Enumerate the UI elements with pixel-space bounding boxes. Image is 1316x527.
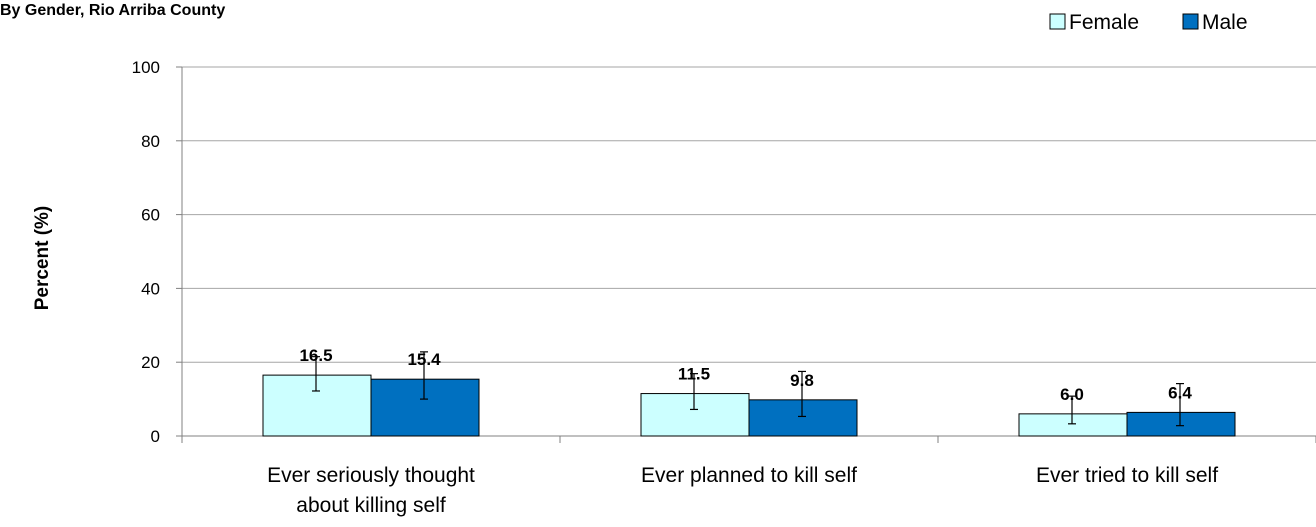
data-label: 9.8 [790,371,814,390]
y-axis-label: Percent (%) [32,206,53,311]
error-bars [312,351,1184,427]
data-label: 16.5 [299,346,332,365]
data-label: 6.4 [1168,383,1192,402]
legend-swatch [1049,13,1066,30]
y-tick-label: 40 [141,279,160,298]
x-category-label: Ever planned to kill self [641,464,857,487]
data-labels: 16.5 15.4 11.5 9.8 6.0 6.4 [299,346,1192,404]
legend-swatch [1182,13,1199,30]
y-tick-label: 100 [132,58,160,77]
legend: Female Male [1049,11,1248,34]
bar [370,378,480,437]
gridlines [182,66,1316,363]
axes: 0 20 40 60 80 100 Ever seriously thought about … [132,58,1316,517]
y-tick-label: 20 [141,353,160,372]
bar [640,393,750,437]
legend-label: Male [1202,11,1248,34]
bar [1126,411,1236,437]
bar [1018,413,1128,437]
bars [262,374,1236,437]
data-label: 15.4 [407,350,441,369]
bar [262,374,372,437]
legend-label: Female [1069,11,1139,34]
x-category-label: Ever seriously thought [267,464,475,487]
y-tick-label: 80 [141,132,160,151]
x-category-label: Ever tried to kill self [1036,464,1218,487]
x-category-label: about killing self [296,494,446,517]
bar [748,399,858,437]
y-tick-label: 0 [151,427,160,446]
chart-title: By Gender, Rio Arriba County [0,2,226,19]
data-label: 11.5 [678,365,710,384]
data-label: 6.0 [1060,385,1084,404]
y-tick-label: 60 [141,206,160,225]
